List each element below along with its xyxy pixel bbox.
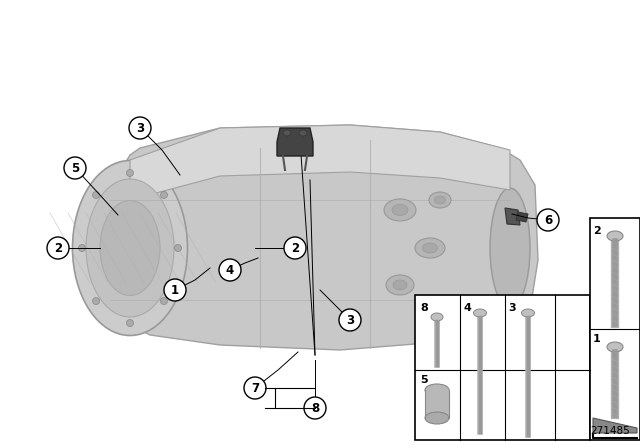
Ellipse shape [422, 243, 438, 253]
Circle shape [304, 397, 326, 419]
Bar [590, 218, 640, 440]
Text: 271485: 271485 [590, 426, 630, 436]
Ellipse shape [384, 199, 416, 221]
Text: 1: 1 [171, 284, 179, 297]
Text: 7: 7 [251, 382, 259, 395]
Polygon shape [505, 208, 520, 225]
Text: 6: 6 [544, 214, 552, 227]
Ellipse shape [393, 280, 407, 290]
Text: 8: 8 [311, 401, 319, 414]
Polygon shape [105, 125, 538, 350]
Ellipse shape [72, 160, 188, 336]
Ellipse shape [607, 231, 623, 241]
Circle shape [164, 279, 186, 301]
Polygon shape [593, 418, 637, 433]
Text: 4: 4 [463, 303, 471, 313]
Circle shape [64, 157, 86, 179]
Polygon shape [130, 125, 510, 200]
Polygon shape [516, 212, 528, 222]
Text: 1: 1 [593, 334, 601, 344]
Ellipse shape [161, 297, 168, 305]
Text: 2: 2 [54, 241, 62, 254]
Text: 2: 2 [291, 241, 299, 254]
Ellipse shape [93, 191, 100, 198]
Ellipse shape [425, 412, 449, 424]
Ellipse shape [93, 297, 100, 305]
Text: 3: 3 [508, 303, 516, 313]
Circle shape [129, 117, 151, 139]
Ellipse shape [79, 245, 86, 251]
Ellipse shape [127, 319, 134, 327]
Text: 3: 3 [346, 314, 354, 327]
Ellipse shape [429, 192, 451, 208]
Ellipse shape [425, 384, 449, 396]
Text: 5: 5 [420, 375, 428, 385]
Ellipse shape [86, 179, 174, 317]
Bar [425, 390, 449, 418]
Ellipse shape [607, 342, 623, 352]
Text: 4: 4 [226, 263, 234, 276]
Ellipse shape [431, 313, 443, 321]
Ellipse shape [175, 245, 182, 251]
Ellipse shape [161, 191, 168, 198]
Circle shape [244, 377, 266, 399]
Circle shape [284, 237, 306, 259]
Bar [415, 295, 590, 440]
Ellipse shape [474, 309, 486, 317]
Text: 3: 3 [136, 121, 144, 134]
Text: 8: 8 [420, 303, 428, 313]
Circle shape [219, 259, 241, 281]
Ellipse shape [392, 204, 408, 215]
Text: 5: 5 [71, 161, 79, 175]
Ellipse shape [490, 188, 530, 308]
Circle shape [537, 209, 559, 231]
Text: 2: 2 [593, 226, 601, 236]
Ellipse shape [435, 196, 445, 204]
Circle shape [339, 309, 361, 331]
Ellipse shape [100, 201, 160, 296]
Ellipse shape [386, 275, 414, 295]
Circle shape [47, 237, 69, 259]
Ellipse shape [299, 130, 307, 136]
Ellipse shape [522, 309, 534, 317]
Polygon shape [277, 128, 313, 156]
Ellipse shape [415, 238, 445, 258]
Ellipse shape [283, 130, 291, 136]
Ellipse shape [127, 169, 134, 177]
